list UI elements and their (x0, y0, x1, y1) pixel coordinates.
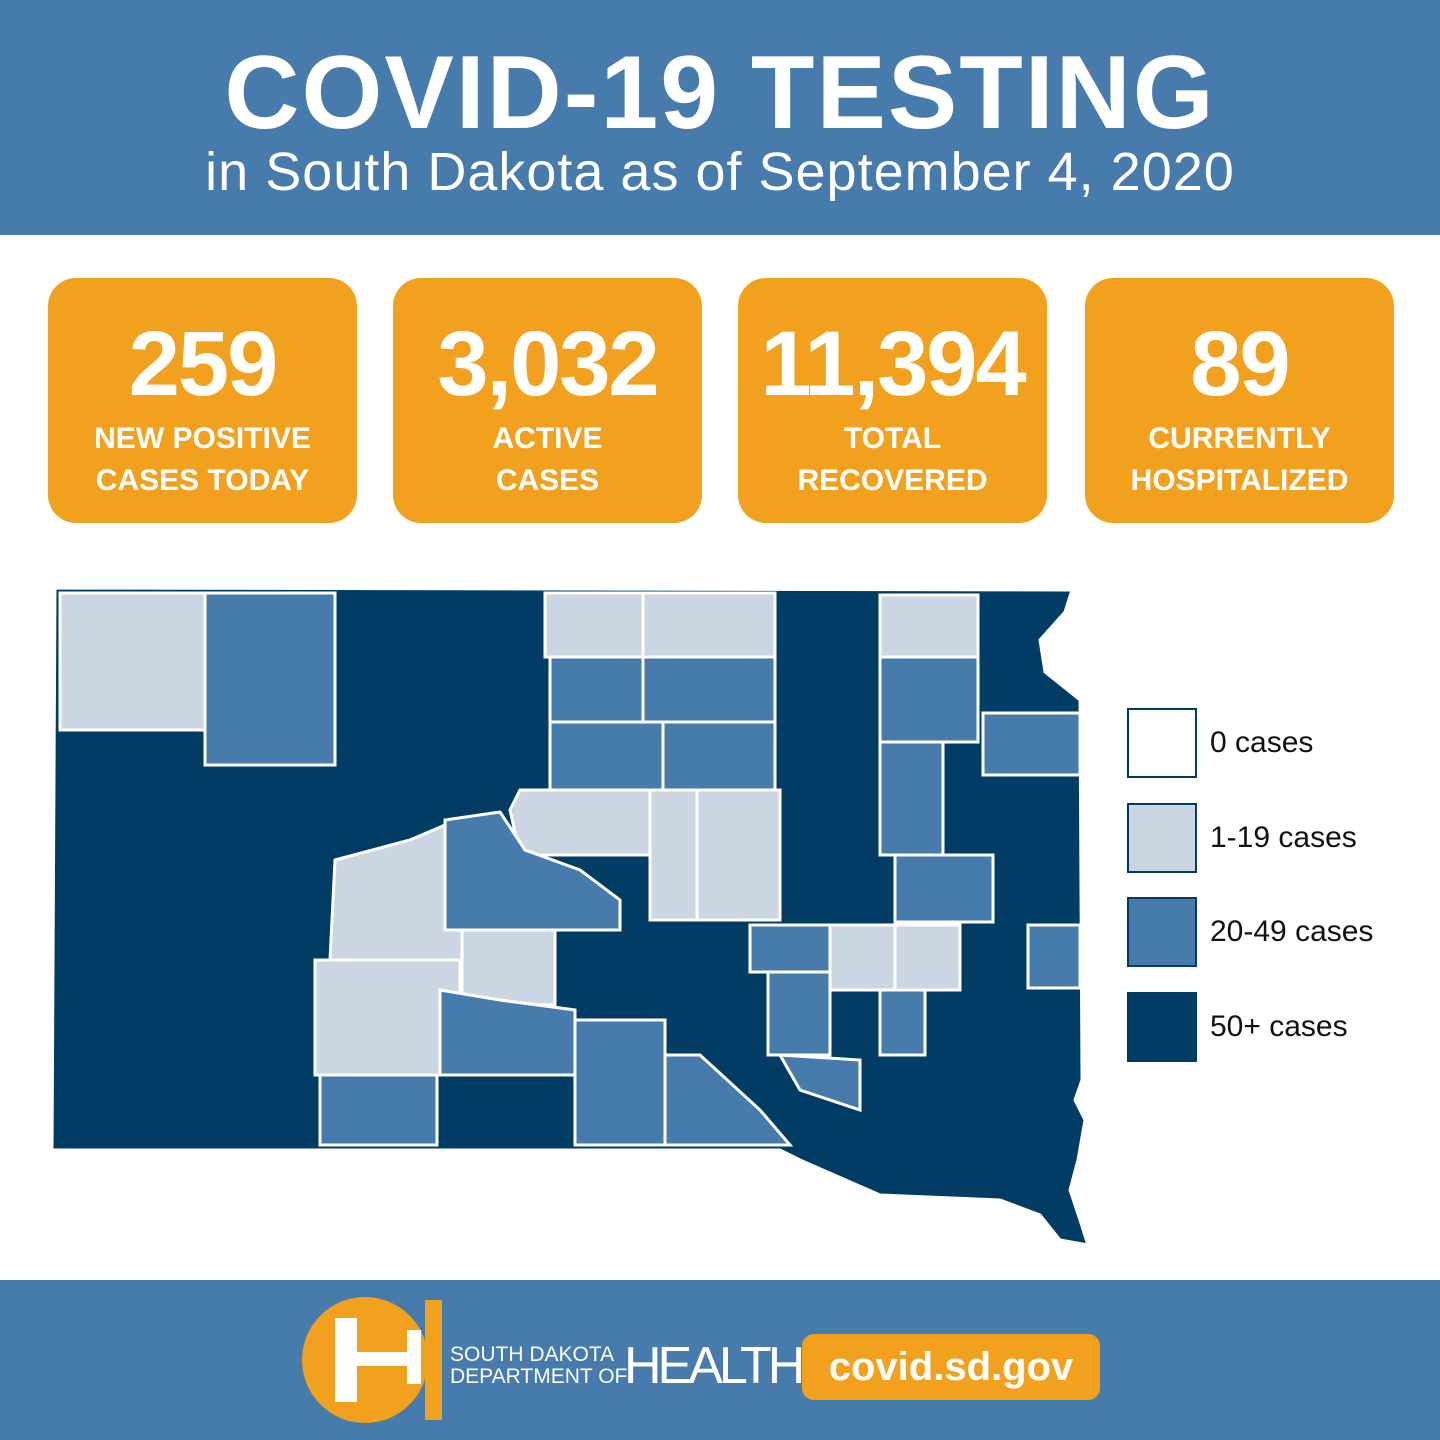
legend-swatch (1127, 803, 1197, 873)
stat-label: NEW POSITIVE CASES TODAY (48, 418, 357, 502)
logo (302, 1297, 442, 1423)
stat-card: 11,394 TOTAL RECOVERED (738, 278, 1047, 523)
stat-value: 89 (1190, 313, 1290, 415)
legend-swatch (1127, 897, 1197, 967)
org-name: HEALTH (624, 1337, 805, 1395)
org-line: DEPARTMENT OF (450, 1365, 628, 1388)
stat-label-line: HOSPITALIZED (1130, 464, 1349, 497)
stat-value: 11,394 (760, 313, 1026, 415)
stat-label: TOTAL RECOVERED (738, 418, 1047, 502)
legend-swatch (1127, 992, 1197, 1062)
org: SOUTH DAKOTA DEPARTMENT OF (450, 1344, 627, 1388)
legend-swatch (1127, 708, 1197, 778)
stat-label-line: ACTIVE (492, 422, 603, 455)
legend-label: 1-19 cases (1210, 821, 1357, 854)
legend-label: 50+ cases (1210, 1010, 1348, 1043)
county-map (50, 586, 1091, 1247)
subtitle: in South Dakota as of September 4, 2020 (205, 142, 1235, 202)
stat-value: 259 (128, 313, 279, 415)
stat-label: ACTIVE CASES (393, 418, 702, 502)
stat-card: 3,032 ACTIVE CASES (393, 278, 702, 523)
stat-label: CURRENTLY HOSPITALIZED (1085, 418, 1394, 502)
legend-label: 20-49 cases (1210, 915, 1374, 948)
stat-label-line: CASES TODAY (95, 464, 310, 497)
stat-label-line: TOTAL (843, 422, 942, 455)
stat-label-line: CASES (495, 464, 600, 497)
title: COVID-19 TESTING (224, 35, 1216, 151)
stat-label-line: RECOVERED (797, 464, 988, 497)
footer: SOUTH DAKOTA DEPARTMENT OF HEALTH covid.… (0, 1280, 1440, 1440)
stat-card: 259 NEW POSITIVE CASES TODAY (48, 278, 357, 523)
legend-label: 0 cases (1210, 726, 1314, 759)
stat-card: 89 CURRENTLY HOSPITALIZED (1085, 278, 1394, 523)
counties (58, 591, 1082, 1147)
header: COVID-19 TESTING in South Dakota as of S… (0, 0, 1440, 235)
stat-label-line: NEW POSITIVE (94, 422, 311, 455)
org-line: SOUTH DAKOTA (450, 1343, 615, 1366)
stat-label-line: CURRENTLY (1148, 422, 1331, 455)
link[interactable]: covid.sd.gov (802, 1334, 1100, 1400)
stat-value: 3,032 (437, 313, 659, 415)
